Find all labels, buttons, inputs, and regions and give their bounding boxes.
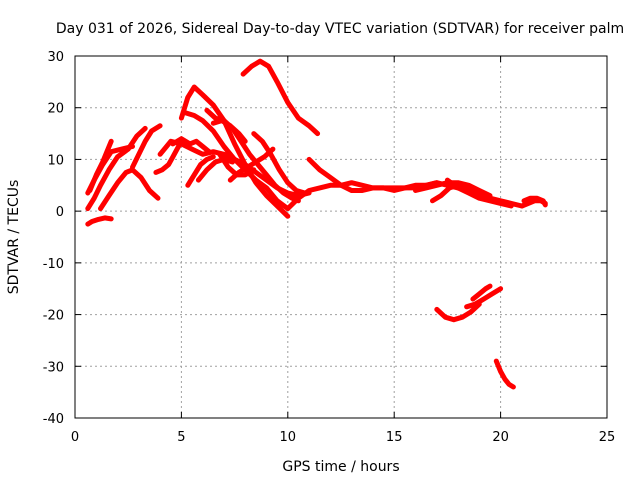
y-tick-label: 10	[47, 153, 64, 168]
series-arc-17	[227, 146, 276, 183]
x-tick-label: 20	[492, 430, 509, 445]
series-arc-21	[306, 156, 440, 193]
series-arc-15	[210, 118, 248, 144]
plot-frame	[74, 55, 608, 419]
chart-title: Day 031 of 2026, Sidereal Day-to-day VTE…	[56, 21, 624, 37]
series-arc-06	[130, 123, 163, 170]
series-arc-04	[87, 138, 114, 193]
series-arc-13	[195, 156, 235, 183]
series-arc-07	[153, 138, 184, 175]
x-tick-label: 25	[599, 430, 616, 445]
x-tick-label: 15	[386, 430, 403, 445]
y-tick-label: -30	[43, 360, 64, 375]
series-arc-28	[464, 286, 504, 310]
y-tick-label: -10	[43, 257, 64, 272]
series-arc-05	[98, 167, 161, 212]
series-arc-02	[85, 125, 148, 212]
series-arc-12	[185, 154, 216, 188]
x-tick-label: 0	[71, 430, 79, 445]
series-arc-24	[444, 177, 514, 209]
y-tick-label: 0	[56, 205, 64, 220]
series-arc-11	[183, 110, 291, 212]
data-series	[85, 58, 548, 390]
x-tick-label: 10	[280, 430, 297, 445]
x-axis-label: GPS time / hours	[282, 459, 399, 475]
series-arc-26	[521, 195, 548, 208]
series-arc-01	[85, 215, 114, 227]
grid-lines	[75, 56, 607, 418]
x-tick-label: 5	[177, 430, 185, 445]
series-arc-30	[493, 358, 516, 390]
series-arc-19	[251, 131, 308, 196]
series-arc-27	[434, 301, 482, 323]
series-arc-29	[470, 283, 493, 302]
series-arc-09	[170, 136, 212, 155]
axis-ticks: 0 5 10 15 20 25 -40 -30 -20 -10 0 10 20 30	[43, 50, 616, 445]
y-tick-label: 20	[47, 102, 64, 117]
series-arc-18	[240, 58, 321, 137]
series-arc-10	[178, 84, 291, 219]
y-axis-label: SDTVAR / TECUs	[6, 180, 22, 295]
y-tick-label: -20	[43, 309, 64, 324]
y-tick-label: -40	[43, 412, 64, 427]
y-tick-label: 30	[47, 50, 64, 65]
